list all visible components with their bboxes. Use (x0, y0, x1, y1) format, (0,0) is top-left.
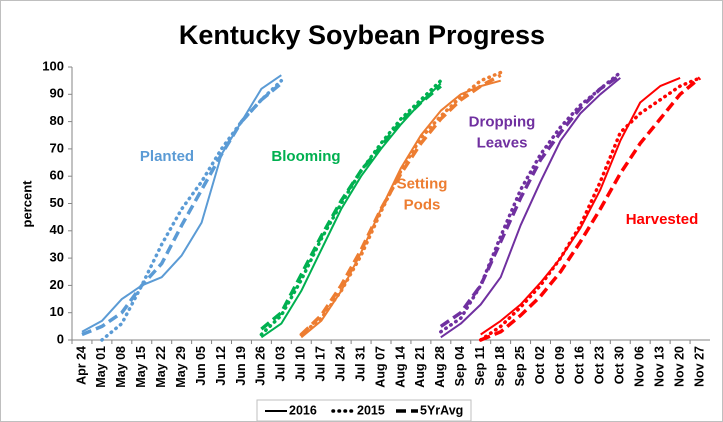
x-tick-label: May 22 (154, 346, 168, 388)
stage-label: Pods (404, 196, 441, 213)
y-tick-label: 90 (50, 86, 64, 101)
x-tick-label: Sep 04 (453, 346, 467, 386)
x-tick-label: Sep 25 (513, 346, 527, 386)
x-tick-label: May 01 (94, 346, 108, 388)
x-tick-label: Oct 02 (533, 346, 547, 384)
x-tick-label: Nov 27 (692, 346, 706, 387)
x-tick-label: Aug 21 (413, 346, 427, 388)
y-tick-label: 80 (50, 113, 64, 128)
x-tick-label: Aug 28 (433, 346, 447, 388)
x-tick-label: Nov 20 (672, 346, 686, 387)
y-tick-label: 10 (50, 304, 64, 319)
x-tick-label: Jul 17 (314, 346, 328, 381)
x-tick-label: Jul 10 (294, 346, 308, 381)
x-tick-label: Aug 07 (373, 346, 387, 388)
y-tick-label: 20 (50, 277, 64, 292)
x-tick-label: Oct 09 (553, 346, 567, 384)
x-tick-label: May 08 (114, 346, 128, 388)
x-tick-label: Jul 03 (274, 346, 288, 381)
x-tick-label: Oct 30 (613, 346, 627, 384)
y-tick-label: 0 (57, 331, 64, 346)
x-tick-label: Nov 13 (652, 346, 666, 387)
series-line (480, 76, 702, 342)
legend-label: 2015 (357, 403, 385, 417)
series-line (300, 73, 502, 336)
y-tick-label: 60 (50, 168, 64, 183)
x-tick-label: May 15 (134, 346, 148, 388)
stage-label: Harvested (626, 211, 699, 228)
stage-label: Leaves (477, 134, 528, 151)
y-axis-title: percent (19, 180, 34, 228)
x-tick-label: Jun 12 (214, 346, 228, 386)
y-tick-label: 70 (50, 140, 64, 155)
stage-label: Planted (140, 148, 194, 165)
series-line (440, 77, 621, 339)
stage-label: Blooming (271, 148, 340, 165)
x-tick-label: Jul 24 (333, 346, 347, 381)
series-line (299, 70, 503, 337)
x-tick-label: Jul 31 (353, 346, 367, 381)
y-tick-label: 100 (42, 58, 64, 73)
x-tick-label: Apr 24 (74, 346, 88, 385)
x-tick-label: Jun 19 (234, 346, 248, 386)
y-tick-label: 50 (50, 195, 64, 210)
x-tick-label: Nov 06 (633, 346, 647, 387)
y-tick-label: 40 (50, 222, 64, 237)
x-tick-label: Sep 18 (493, 346, 507, 386)
series-line (439, 73, 622, 328)
series-line (81, 74, 282, 333)
series-line (81, 82, 283, 337)
legend-label: 2016 (289, 403, 317, 417)
series-line (260, 84, 442, 331)
legend-label: 5YrAvg (420, 403, 463, 417)
legend-box (256, 399, 472, 422)
series-line (478, 76, 702, 342)
y-tick-label: 30 (50, 250, 64, 265)
chart-title: Kentucky Soybean Progress (179, 20, 545, 50)
x-tick-label: Sep 11 (473, 346, 487, 386)
x-tick-label: May 29 (174, 346, 188, 388)
x-tick-label: Oct 16 (573, 346, 587, 384)
x-tick-label: Jun 05 (194, 346, 208, 386)
x-tick-label: Aug 14 (393, 346, 407, 388)
x-tick-label: Oct 23 (593, 346, 607, 384)
stage-label: Dropping (469, 113, 536, 130)
stage-label: Setting (397, 175, 448, 192)
x-tick-label: Jun 26 (254, 346, 268, 386)
